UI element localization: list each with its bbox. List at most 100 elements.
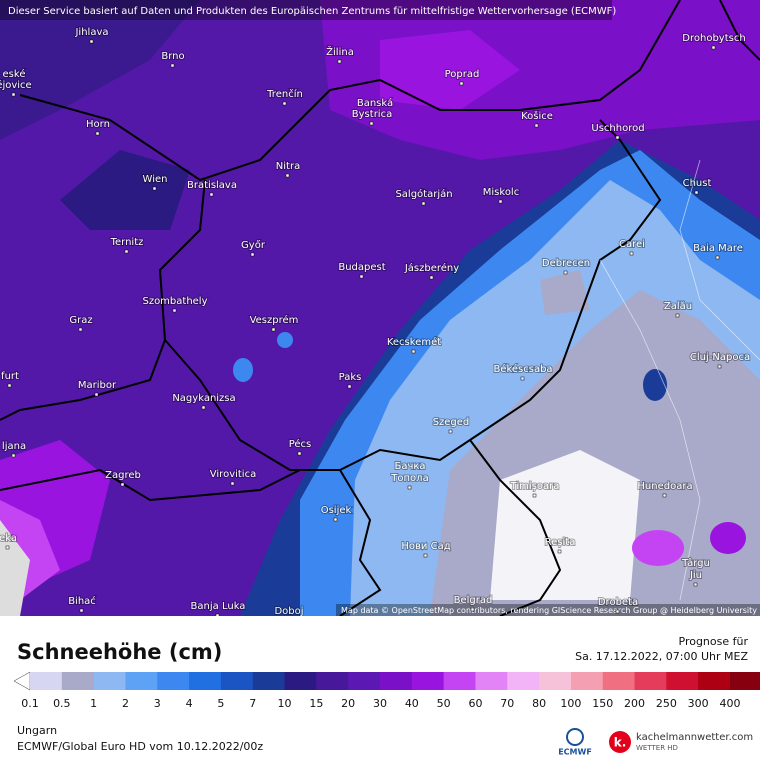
place-label: Wien <box>143 174 168 185</box>
place-dot <box>715 255 720 260</box>
place-label: Reșita <box>545 537 576 548</box>
place-dot <box>11 92 16 97</box>
place-label: Belgrad <box>454 595 493 606</box>
place-dot <box>694 190 699 195</box>
place-dot <box>369 121 374 126</box>
level-label: 3 <box>154 697 161 710</box>
place-dot <box>421 201 426 206</box>
level-label: 20 <box>341 697 355 710</box>
color-swatch <box>348 672 381 690</box>
places: Jihlava Brno Žilina Poprad Drohobytsch eskéěj… <box>0 26 751 616</box>
kachelmann-logo <box>609 731 631 753</box>
place-label: Timișoara <box>510 481 560 492</box>
color-swatch <box>475 672 508 690</box>
kachelmann-sub: WETTER HD <box>636 744 678 752</box>
level-label: 80 <box>532 697 546 710</box>
place-dot <box>11 453 16 458</box>
attribution-bar <box>336 604 760 616</box>
place-label: Nitra <box>276 161 300 172</box>
color-swatch <box>93 672 126 690</box>
place-label: Horn <box>86 119 110 130</box>
place-dot <box>170 63 175 68</box>
level-label: 300 <box>688 697 709 710</box>
place-label: Budapest <box>338 262 385 273</box>
place-label: Топола <box>390 473 428 484</box>
color-swatch <box>252 672 286 690</box>
place-label: Бачка <box>394 461 425 472</box>
place-label: Drohobytsch <box>682 33 745 44</box>
place-dot <box>711 45 716 50</box>
place-dot <box>89 39 94 44</box>
place-dot <box>563 270 568 275</box>
place-label: Ternitz <box>110 237 144 248</box>
level-label: 1 <box>90 697 97 710</box>
place-dot <box>448 429 453 434</box>
place-dot <box>120 482 125 487</box>
place-dot <box>532 493 537 498</box>
place-label: Zalău <box>664 301 692 312</box>
place-dot <box>201 405 206 410</box>
place-dot <box>94 392 99 397</box>
color-swatch <box>666 672 699 690</box>
place-dot <box>662 493 667 498</box>
place-label: Nagykanizsa <box>172 393 235 404</box>
attribution: Map data © OpenStreetMap contributors, r… <box>341 606 757 615</box>
place-label: Cluj-Napoca <box>690 352 750 363</box>
level-label: 400 <box>720 697 741 710</box>
color-swatch <box>730 672 760 690</box>
forecast-time: Sa. 17.12.2022, 07:00 Uhr MEZ <box>575 650 748 663</box>
level-label: 40 <box>405 697 419 710</box>
place-dot <box>7 383 12 388</box>
ecmwf-logo <box>566 728 584 746</box>
place-dot <box>79 608 84 613</box>
color-swatch <box>157 672 190 690</box>
color-swatch <box>284 672 317 690</box>
place-label: Carei <box>619 239 645 250</box>
place-dot <box>347 384 352 389</box>
place-dot <box>557 549 562 554</box>
color-swatch <box>189 672 222 690</box>
place-label: Uschhorod <box>591 123 644 134</box>
place-label: Szeged <box>433 417 470 428</box>
color-swatch <box>634 672 667 690</box>
place-label: Zagreb <box>105 470 141 481</box>
level-label: 7 <box>249 697 256 710</box>
place-dot <box>333 517 338 522</box>
place-label: Poprad <box>445 69 480 80</box>
place-dot <box>282 101 287 106</box>
place-dot <box>297 451 302 456</box>
place-label: Veszprém <box>250 314 299 326</box>
place-label: Banská <box>357 97 393 109</box>
place-dot <box>215 613 220 616</box>
level-label: 200 <box>624 697 645 710</box>
level-label: 60 <box>468 697 482 710</box>
place-label: Košice <box>521 110 553 122</box>
color-swatch <box>602 672 636 690</box>
level-label: 2 <box>122 697 129 710</box>
place-label: Paks <box>339 372 362 383</box>
place-label: Bratislava <box>187 180 237 191</box>
level-label: 150 <box>592 697 613 710</box>
place-label: Osijek <box>321 505 352 516</box>
place-label: eské <box>3 68 26 80</box>
place-label: Békéscsaba <box>493 363 552 375</box>
level-label: 10 <box>278 697 292 710</box>
level-label: 30 <box>373 697 387 710</box>
place-label: eka <box>0 533 17 544</box>
place-dot <box>629 251 634 256</box>
place-dot <box>615 135 620 140</box>
color-swatch <box>30 672 63 690</box>
service-note: Dieser Service basiert auf Daten und Pro… <box>8 6 616 17</box>
color-swatch <box>507 672 540 690</box>
colorbar: 0.1 0.5 1 2 3 4 5 7 10 15 20 30 40 50 60 70 80 100 150 200 2… <box>21 672 760 710</box>
place-label: Kecskemét <box>387 336 441 348</box>
place-dot <box>407 485 412 490</box>
model-run: ECMWF/Global Euro HD vom 10.12.2022/00z <box>17 740 263 753</box>
place-dot <box>411 349 416 354</box>
place-label: Žilina <box>326 45 354 58</box>
place-label: Pécs <box>289 438 312 450</box>
place-dot <box>520 376 525 381</box>
color-swatch <box>698 672 731 690</box>
color-swatch <box>411 672 445 690</box>
